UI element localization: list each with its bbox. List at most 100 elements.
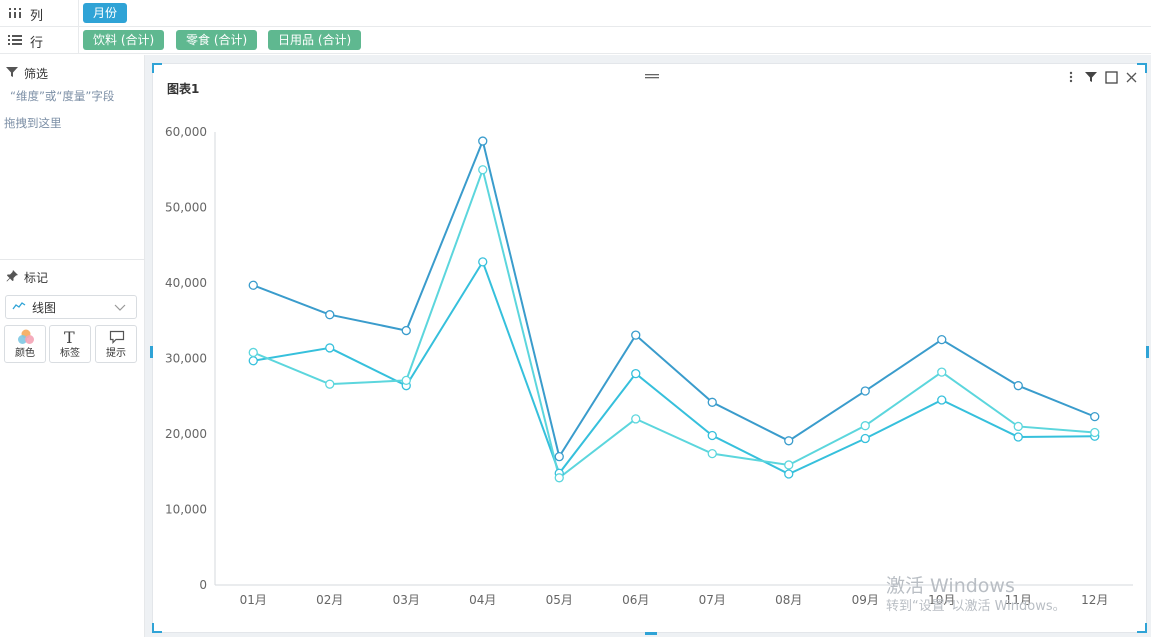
tooltip-button[interactable]: 提示 [95, 325, 137, 363]
data-point [1090, 427, 1100, 438]
pin-icon [6, 270, 18, 285]
y-tick-label: 50,000 [165, 201, 207, 215]
card-toolbar [1064, 70, 1138, 84]
chart-type-select[interactable]: 线图 [5, 295, 137, 319]
data-point [784, 460, 794, 470]
data-point [707, 397, 717, 407]
data-point [784, 436, 794, 446]
columns-icon [8, 7, 22, 23]
data-point [707, 448, 717, 459]
line-chart: 0 10,000 20,000 30,000 40,000 50,000 60,000 01月… [165, 125, 1133, 607]
data-point [325, 379, 335, 389]
data-point [325, 310, 335, 320]
data-point [937, 367, 947, 377]
pill-month[interactable]: 月份 [83, 3, 128, 23]
data-point [478, 165, 488, 175]
chart-card[interactable]: 图表1 0 10,000 20,000 30,000 40,000 50,000 60,00… [150, 63, 1149, 635]
x-tick-label: 03月 [393, 593, 420, 607]
shelf-separator [78, 27, 79, 54]
rows-shelf-label: 行 [8, 32, 43, 51]
columns-shelf: 列 月份 [0, 0, 1151, 27]
y-tick-label: 0 [199, 578, 207, 592]
data-point [860, 421, 870, 431]
series-line-2 [253, 259, 1095, 476]
watermark-line2: 转到“设置”以激活 Windows。 [886, 599, 1066, 614]
x-tick-label: 08月 [775, 593, 802, 607]
speech-bubble-icon [109, 330, 125, 347]
resize-handle-bottom[interactable] [645, 632, 657, 635]
x-tick-label: 12月 [1081, 593, 1108, 607]
resize-handle-top-left[interactable] [152, 63, 162, 73]
resize-handle-right[interactable] [1146, 346, 1149, 358]
text-icon: T [64, 328, 75, 347]
chart-card-title: 图表1 [167, 82, 200, 96]
data-point [860, 386, 870, 396]
drag-handle-icon[interactable] [645, 66, 659, 85]
columns-shelf-label: 列 [8, 5, 43, 24]
data-point [325, 343, 335, 353]
x-tick-label: 10月 [928, 593, 955, 607]
rows-label-text: 行 [30, 36, 44, 51]
color-button[interactable]: 颜色 [4, 325, 46, 363]
data-point [631, 368, 641, 379]
pill-drinks[interactable]: 饮料 (合计) [83, 30, 165, 50]
filter-section-title: 筛选 [6, 65, 48, 82]
marks-section-title: 标记 [6, 269, 48, 286]
data-point [401, 325, 411, 336]
x-tick-label: 11月 [1005, 593, 1032, 607]
tooltip-button-label: 提示 [106, 348, 126, 359]
data-point [248, 356, 258, 366]
data-point [248, 280, 258, 290]
windows-activation-watermark: 激活 Windows 转到“设置”以激活 Windows。 [886, 574, 1066, 616]
filter-icon [6, 66, 18, 81]
rows-shelf: 行 饮料 (合计) 零食 (合计) 日用品 (合计) [0, 27, 1151, 54]
pill-daily-goods[interactable]: 日用品 (合计) [268, 30, 362, 50]
data-point [1013, 432, 1023, 442]
watermark-line1: 激活 Windows [886, 575, 1015, 597]
x-tick-label: 09月 [852, 593, 879, 607]
color-button-label: 颜色 [15, 348, 35, 359]
filter-icon[interactable] [1084, 70, 1098, 84]
data-point [937, 395, 947, 405]
y-tick-label: 60,000 [165, 125, 207, 139]
data-point [707, 430, 717, 441]
marks-title-text: 标记 [24, 271, 49, 285]
y-tick-label: 20,000 [165, 427, 207, 441]
x-tick-label: 01月 [240, 593, 267, 607]
x-tick-label: 06月 [622, 593, 649, 607]
sidebar: 筛选 “维度”或“度量”字段 拖拽到这里 标记 线图 颜色 T 标签 提示 [0, 55, 145, 637]
chevron-down-icon [114, 301, 126, 315]
series-line-1 [252, 137, 1096, 460]
label-button[interactable]: T 标签 [49, 325, 91, 363]
data-point [784, 469, 794, 479]
x-tick-label: 07月 [699, 593, 726, 607]
resize-handle-left[interactable] [150, 346, 153, 358]
series-line-3 [252, 166, 1095, 480]
resize-handle-bottom-right[interactable] [1137, 623, 1147, 633]
line-chart-icon [12, 300, 26, 314]
resize-handle-top-right[interactable] [1137, 63, 1147, 73]
data-point [248, 347, 258, 358]
data-point [554, 451, 564, 462]
data-point [631, 330, 641, 340]
filter-title-text: 筛选 [24, 67, 49, 81]
x-tick-label: 04月 [469, 593, 496, 607]
close-icon[interactable] [1124, 70, 1138, 84]
data-point [554, 473, 564, 483]
rows-icon [8, 34, 22, 50]
data-point [1013, 381, 1023, 391]
resize-handle-bottom-left[interactable] [152, 623, 162, 633]
more-options-icon[interactable] [1064, 70, 1078, 84]
data-point [631, 414, 641, 424]
x-tick-label: 02月 [316, 593, 343, 607]
chart-type-value: 线图 [32, 300, 57, 315]
pill-snacks[interactable]: 零食 (合计) [176, 30, 258, 50]
maximize-icon[interactable] [1104, 70, 1118, 84]
filter-drop-hint-line2[interactable]: 拖拽到这里 [4, 116, 62, 130]
filter-drop-hint-line1: “维度”或“度量”字段 [10, 89, 115, 103]
data-point [1013, 421, 1023, 432]
shelf-separator [78, 0, 79, 27]
data-point [860, 433, 870, 444]
data-point [478, 257, 488, 267]
label-button-label: 标签 [60, 348, 80, 359]
